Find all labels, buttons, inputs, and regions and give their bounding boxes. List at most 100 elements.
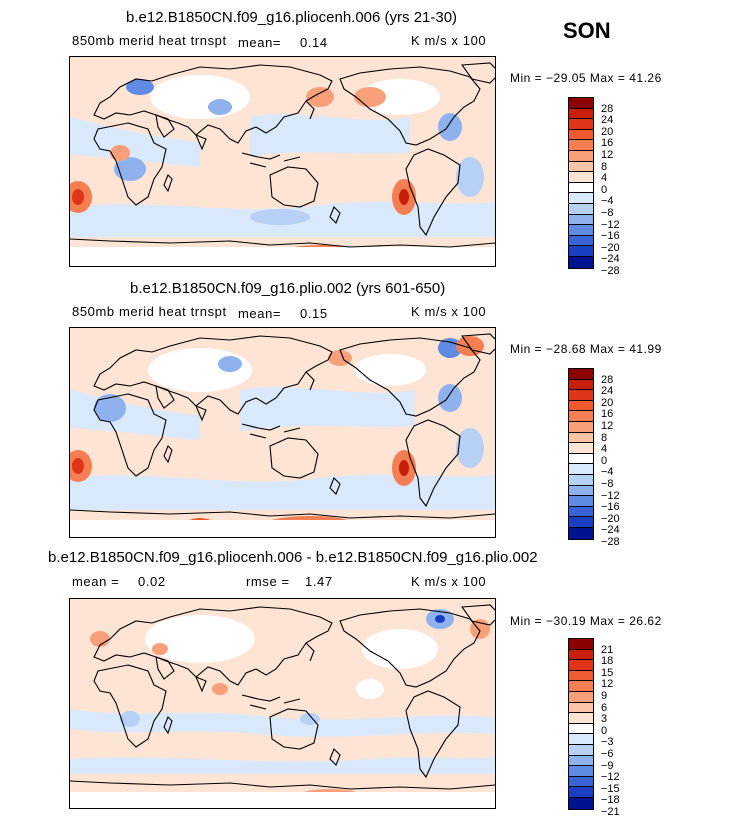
colorbar-tick-label: −4: [601, 195, 614, 208]
colorbar-swatch: [569, 517, 593, 528]
colorbar-tick-label: 0: [601, 724, 608, 737]
colorbar-tick-label: −20: [601, 512, 620, 525]
colorbar-tick-label: −16: [601, 501, 620, 514]
colorbar-tick-label: 0: [601, 454, 608, 467]
colorbar-tick-label: 24: [601, 114, 614, 127]
panel-2-units: K m/s x 100: [411, 304, 487, 319]
colorbar-tick-label: 28: [601, 102, 614, 115]
colorbar-tick-label: 16: [601, 408, 614, 421]
colorbar-swatch: [569, 649, 593, 661]
panel-3-mean-value: 0.02: [138, 574, 166, 589]
colorbar-swatch: [569, 681, 593, 692]
colorbar-swatch: [569, 453, 593, 465]
colorbar-tick-label: −8: [601, 207, 614, 219]
colorbar-tick-label: 12: [601, 420, 614, 432]
panel-3-units: K m/s x 100: [411, 574, 487, 589]
colorbar-tick-label: 8: [601, 160, 608, 173]
colorbar-swatch: [569, 203, 593, 215]
panel-3-colorbar: 21 18 15 12 9 6 3 0 −3 −6 −9 −12 −15 −18 −21: [568, 638, 620, 818]
colorbar-swatch: [569, 755, 593, 767]
colorbar-tick-label: 4: [601, 443, 608, 456]
colorbar-swatch: [569, 108, 593, 120]
colorbar-swatch: [569, 161, 593, 173]
colorbar-swatch: [569, 129, 593, 141]
colorbar-tick-label: −3: [601, 736, 614, 749]
colorbar-tick-label: −12: [601, 218, 620, 231]
colorbar-swatch: [569, 474, 593, 486]
panel-2-mean-value: 0.15: [300, 306, 328, 321]
colorbar-swatch: [569, 787, 593, 798]
panel-1-minmax: Min = −29.05 Max = 41.26: [510, 71, 662, 85]
colorbar-swatch: [569, 691, 593, 703]
panel-1-mean-value: 0.14: [300, 35, 328, 50]
panel-2-field: [70, 328, 495, 537]
panel-1-variable: 850mb merid heat trnspt: [72, 33, 227, 48]
colorbar-tick-label: −20: [601, 241, 620, 254]
colorbar-swatch: [569, 182, 593, 194]
colorbar-tick-label: 0: [601, 183, 608, 196]
colorbar-tick-label: −24: [601, 524, 620, 537]
colorbar-swatch: [569, 766, 593, 777]
colorbar-tick-label: −6: [601, 748, 614, 760]
colorbar-swatch: [569, 379, 593, 391]
panel-3-title: b.e12.B1850CN.f09_g16.pliocenh.006 - b.e…: [48, 549, 538, 566]
panel-2-map: [69, 327, 496, 538]
panel-1-field: [70, 57, 495, 266]
colorbar-tick-label: −4: [601, 466, 614, 479]
colorbar-tick-label: −8: [601, 478, 614, 490]
colorbar-tick-label: −24: [601, 253, 620, 266]
colorbar-tick-label: 21: [601, 643, 614, 656]
panel-2-minmax: Min = −28.68 Max = 41.99: [510, 342, 662, 356]
colorbar-swatch: [569, 464, 593, 475]
colorbar-swatch: [569, 172, 593, 183]
colorbar-tick-label: −12: [601, 489, 620, 502]
colorbar-swatch: [569, 119, 593, 130]
colorbar-swatch: [569, 506, 593, 518]
colorbar-swatch: [569, 734, 593, 745]
panel-3-map: [69, 598, 496, 809]
colorbar-tick-label: 15: [601, 666, 614, 679]
colorbar-tick-label: −18: [601, 794, 620, 807]
colorbar-tick-label: 16: [601, 137, 614, 150]
colorbar-swatch: [569, 256, 593, 268]
panel-2-title: b.e12.B1850CN.f09_g16.plio.002 (yrs 601-…: [130, 280, 446, 297]
colorbar-swatch: [569, 702, 593, 714]
colorbar-tick-label: 8: [601, 431, 608, 444]
colorbar-swatch: [569, 421, 593, 433]
colorbar-tick-label: 28: [601, 373, 614, 386]
colorbar-swatch: [569, 390, 593, 401]
panel-2-colorbar: 28 24 20 16 12 8 4 0 −4 −8 −12 −16 −20 −24 −28: [568, 368, 620, 548]
colorbar-swatch: [569, 235, 593, 247]
panel-1-units: K m/s x 100: [411, 33, 487, 48]
colorbar-tick-label: −9: [601, 759, 614, 772]
colorbar-tick-label: −28: [601, 265, 620, 277]
colorbar-swatch: [569, 150, 593, 162]
panel-1-colorbar: 28 24 20 16 12 8 4 0 −4 −8 −12 −16 −20 −24 −28: [568, 97, 620, 277]
colorbar-swatch: [569, 140, 593, 151]
colorbar-tick-label: −12: [601, 771, 620, 784]
colorbar-swatch: [569, 193, 593, 204]
colorbar-tick-label: 9: [601, 690, 608, 702]
colorbar-tick-label: 4: [601, 172, 608, 185]
season-label: SON: [563, 18, 611, 43]
panel-3-rmse-value: 1.47: [305, 574, 333, 589]
panel-3-minmax: Min = −30.19 Max = 26.62: [510, 614, 662, 628]
colorbar-tick-label: 20: [601, 125, 614, 138]
colorbar-swatch: [569, 214, 593, 226]
colorbar-swatch: [569, 225, 593, 236]
colorbar-swatch: [569, 496, 593, 507]
panel-1-map: [69, 56, 496, 267]
colorbar-swatch: [569, 723, 593, 735]
colorbar-tick-label: −21: [601, 806, 620, 818]
colorbar-swatch: [569, 660, 593, 671]
panel-3-field: [70, 599, 495, 808]
colorbar-swatch: [569, 527, 593, 539]
colorbar-swatch: [569, 485, 593, 497]
colorbar-tick-label: 24: [601, 385, 614, 398]
colorbar-swatch: [569, 432, 593, 444]
colorbar-tick-label: 3: [601, 713, 608, 726]
colorbar-swatch: [569, 670, 593, 682]
colorbar-swatch: [569, 246, 593, 257]
panel-1-mean-label: mean=: [238, 35, 282, 50]
colorbar-tick-label: −16: [601, 230, 620, 243]
